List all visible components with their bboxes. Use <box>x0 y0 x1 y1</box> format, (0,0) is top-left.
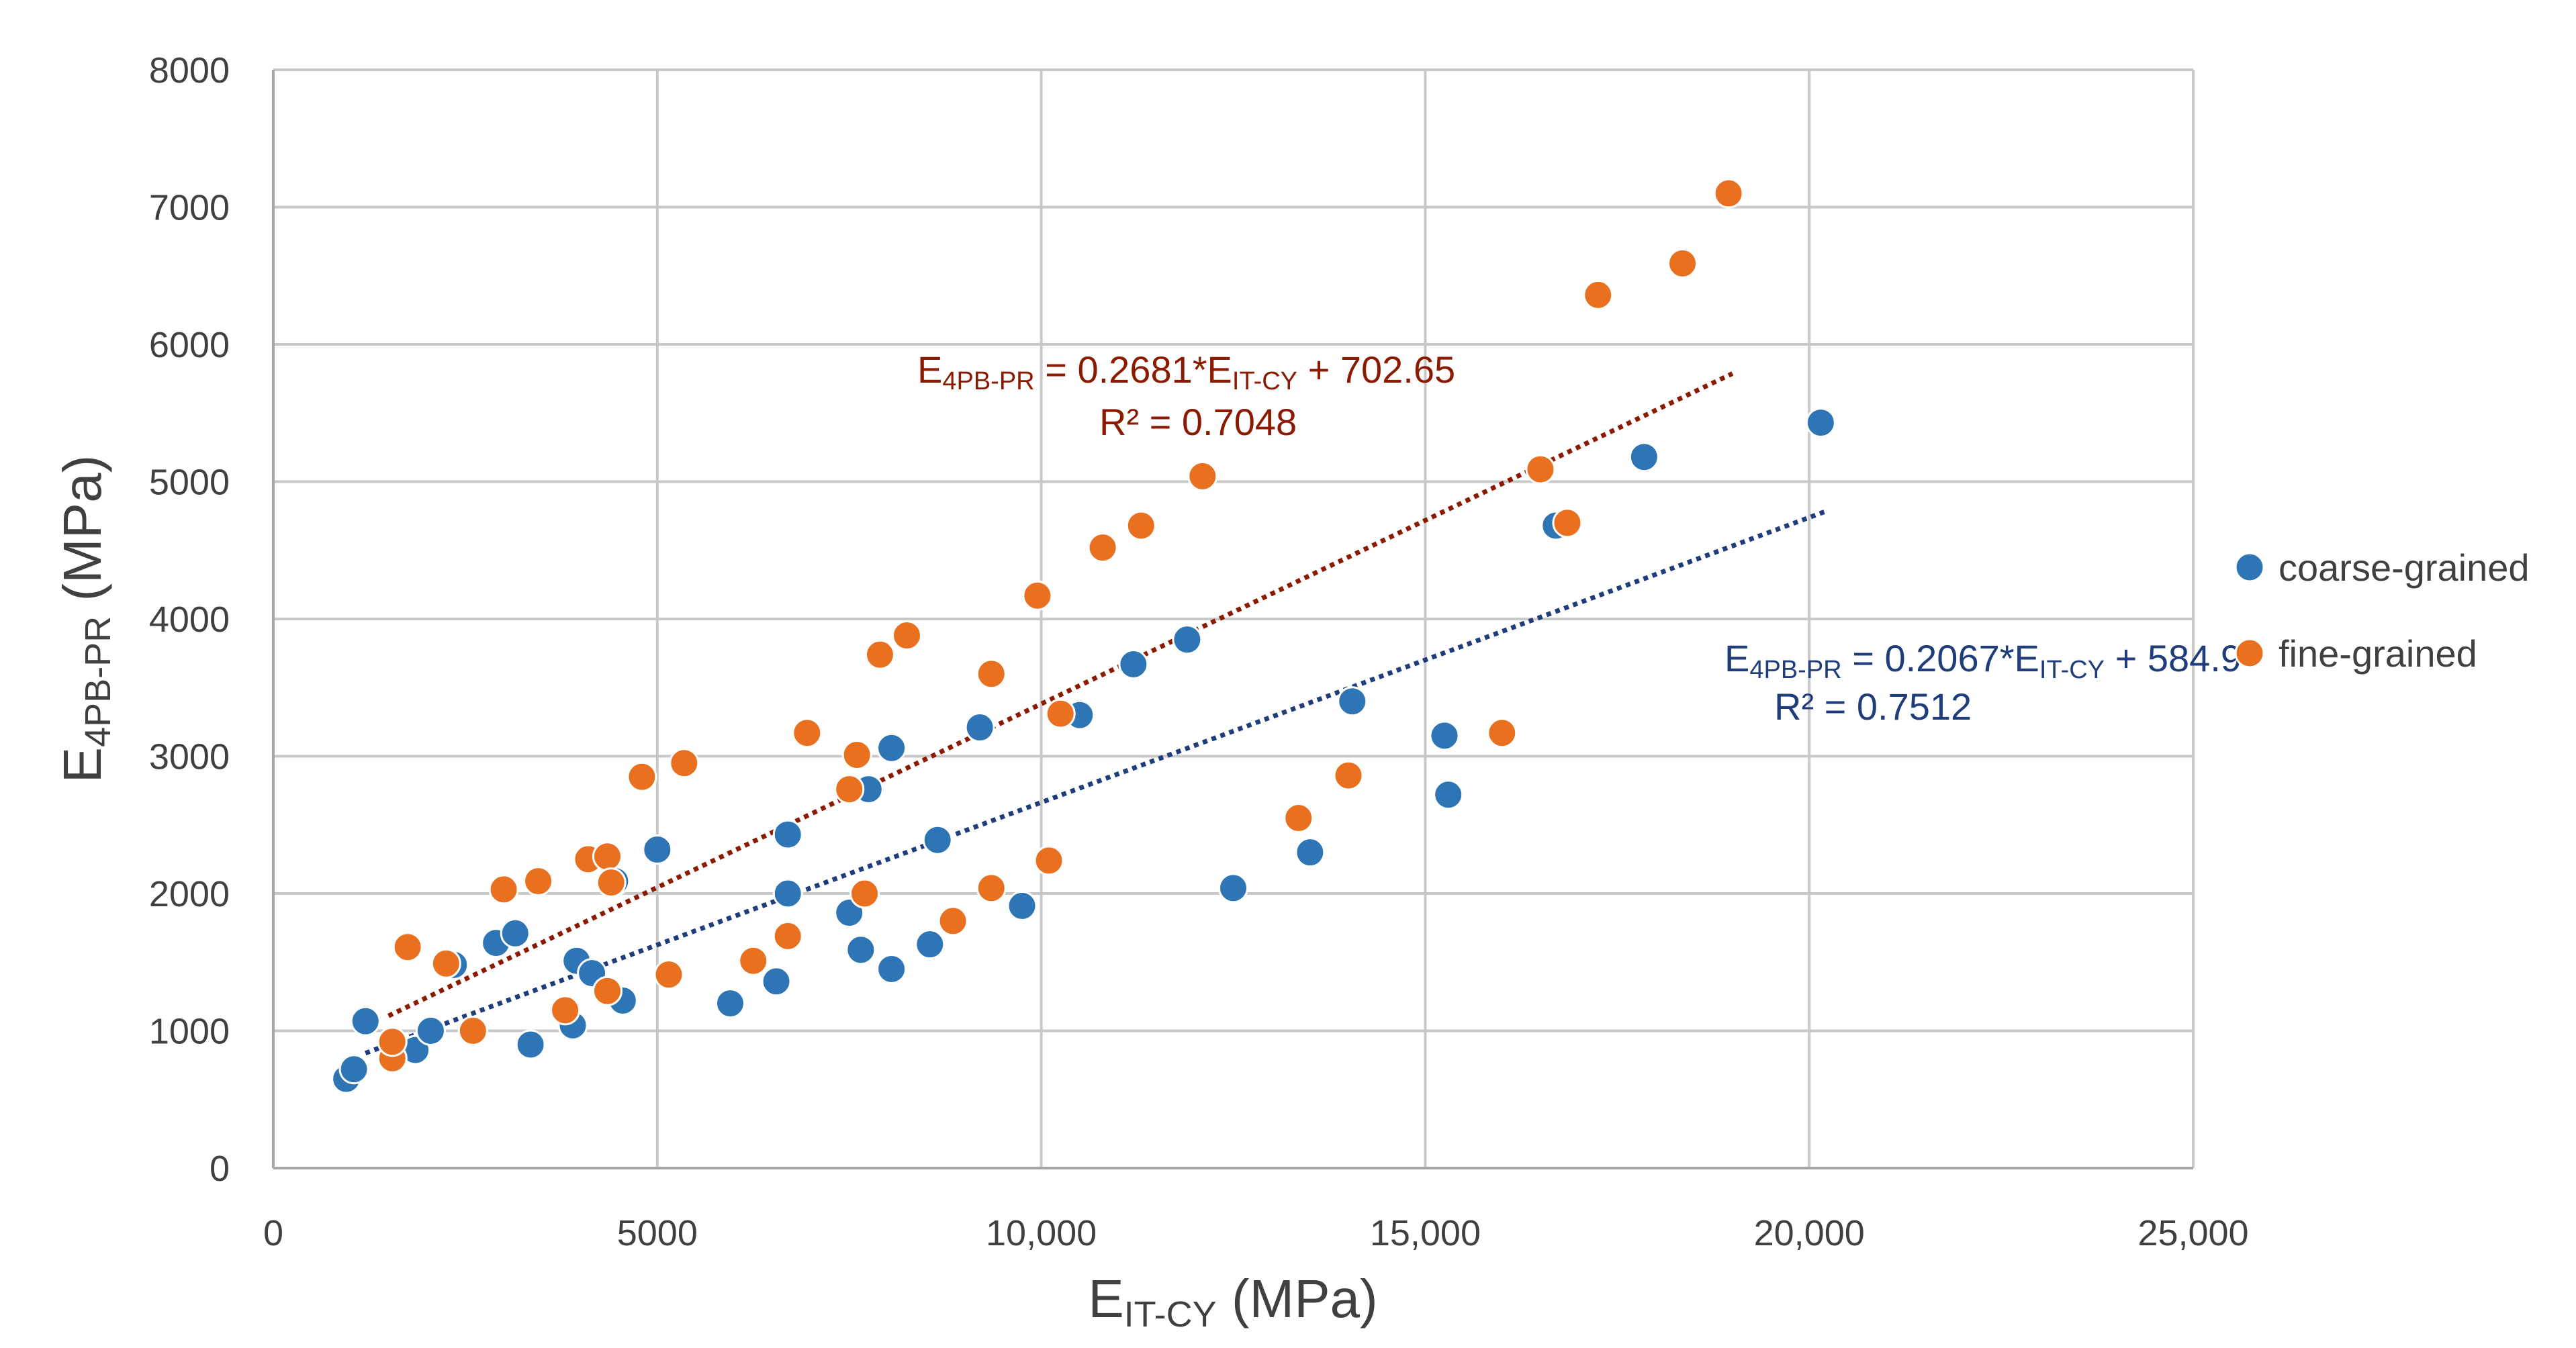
data-point-fine-grained <box>1045 698 1076 729</box>
data-point-fine-grained <box>1713 178 1744 209</box>
x-tick-label: 20,000 <box>1754 1213 1865 1253</box>
data-point-coarse-grained <box>772 819 803 850</box>
data-point-fine-grained <box>1125 510 1156 541</box>
trendline-r2-coarse-grained: R² = 0.7512 <box>1774 685 1972 728</box>
grid-layer <box>272 68 2195 1169</box>
data-point-coarse-grained <box>1628 442 1659 473</box>
y-axis-title: E4PB-PR (MPa) <box>52 455 118 783</box>
x-axis-title: EIT-CY (MPa) <box>1088 1269 1377 1335</box>
data-point-fine-grained <box>1525 454 1556 485</box>
data-point-coarse-grained <box>515 1029 546 1060</box>
data-point-coarse-grained <box>964 712 995 743</box>
y-tick-label: 6000 <box>149 325 230 365</box>
y-tick-label: 5000 <box>149 463 230 503</box>
data-point-fine-grained <box>430 948 461 979</box>
x-tick-label: 15,000 <box>1370 1213 1481 1253</box>
data-point-coarse-grained <box>1218 873 1248 904</box>
data-point-fine-grained <box>377 1026 408 1057</box>
y-tick-label: 3000 <box>149 737 230 777</box>
data-point-fine-grained <box>669 748 700 779</box>
data-point-fine-grained <box>849 878 880 909</box>
data-point-coarse-grained <box>350 1006 381 1037</box>
data-point-coarse-grained <box>1172 624 1203 655</box>
legend-marker-coarse-grained <box>2234 552 2265 583</box>
data-point-coarse-grained <box>1429 720 1460 751</box>
data-point-coarse-grained <box>338 1054 369 1085</box>
data-point-fine-grained <box>792 718 823 749</box>
data-point-coarse-grained <box>1007 890 1038 921</box>
axis-label-layer: EIT-CY (MPa) E4PB-PR (MPa) <box>52 455 1378 1335</box>
trendline-equation-fine-grained: E4PB-PR = 0.2681*EIT-CY + 702.65 <box>917 348 1455 395</box>
data-point-fine-grained <box>1583 279 1614 310</box>
data-point-fine-grained <box>1333 760 1364 791</box>
data-point-fine-grained <box>592 975 623 1006</box>
data-point-fine-grained <box>627 761 657 792</box>
data-point-coarse-grained <box>1433 779 1464 810</box>
data-point-fine-grained <box>834 774 865 805</box>
data-point-coarse-grained <box>761 966 792 997</box>
legend: coarse-grained fine-grained <box>2234 546 2530 675</box>
trendline-layer <box>365 371 1826 1056</box>
data-point-fine-grained <box>392 932 423 963</box>
data-point-fine-grained <box>457 1016 488 1046</box>
data-point-coarse-grained <box>415 1016 446 1046</box>
data-point-fine-grained <box>1552 508 1583 538</box>
y-tick-label: 4000 <box>149 599 230 640</box>
data-point-fine-grained <box>1667 248 1698 279</box>
data-point-fine-grained <box>1487 718 1518 749</box>
data-point-fine-grained <box>596 867 627 898</box>
data-point-coarse-grained <box>1118 648 1149 679</box>
data-point-fine-grained <box>1283 803 1314 834</box>
legend-label-coarse-grained: coarse-grained <box>2279 546 2530 589</box>
data-point-coarse-grained <box>845 934 876 965</box>
data-point-coarse-grained <box>500 918 531 949</box>
data-point-coarse-grained <box>772 878 803 909</box>
x-tick-label: 25,000 <box>2137 1213 2248 1253</box>
trendline-fine-grained <box>387 371 1734 1018</box>
data-point-fine-grained <box>488 874 519 905</box>
x-tick-label: 0 <box>263 1213 283 1253</box>
y-tick-label: 0 <box>210 1149 230 1189</box>
data-point-fine-grained <box>1022 580 1053 611</box>
data-point-fine-grained <box>976 873 1007 904</box>
data-point-fine-grained <box>976 659 1007 689</box>
data-point-fine-grained <box>592 841 623 872</box>
x-tick-label: 5000 <box>617 1213 698 1253</box>
y-tick-label: 1000 <box>149 1012 230 1052</box>
data-point-coarse-grained <box>876 953 907 984</box>
data-point-coarse-grained <box>1337 686 1368 717</box>
data-point-fine-grained <box>523 866 554 897</box>
y-tick-label: 2000 <box>149 874 230 914</box>
legend-marker-fine-grained <box>2234 638 2265 669</box>
data-point-fine-grained <box>1187 461 1218 491</box>
data-point-fine-grained <box>864 639 895 670</box>
trendline-equation-coarse-grained: E4PB-PR = 0.2067*EIT-CY + 584.9 <box>1724 637 2242 684</box>
data-point-coarse-grained <box>1295 837 1326 868</box>
data-point-fine-grained <box>841 739 872 770</box>
data-point-coarse-grained <box>1805 407 1836 438</box>
data-point-coarse-grained <box>915 929 946 960</box>
data-point-fine-grained <box>772 920 803 951</box>
data-point-fine-grained <box>738 945 769 976</box>
data-point-coarse-grained <box>642 834 673 865</box>
legend-label-fine-grained: fine-grained <box>2279 632 2477 675</box>
data-point-fine-grained <box>937 906 968 936</box>
data-point-coarse-grained <box>876 732 907 763</box>
data-point-fine-grained <box>653 959 684 990</box>
point-layer <box>331 178 1836 1094</box>
data-point-coarse-grained <box>922 824 953 855</box>
data-point-coarse-grained <box>715 988 745 1019</box>
annotation-layer: E4PB-PR = 0.2067*EIT-CY + 584.9R² = 0.75… <box>917 348 2242 728</box>
trendline-r2-fine-grained: R² = 0.7048 <box>1099 401 1297 443</box>
data-point-fine-grained <box>1033 845 1064 876</box>
data-point-fine-grained <box>1087 532 1118 563</box>
x-tick-label: 10,000 <box>986 1213 1097 1253</box>
data-point-fine-grained <box>891 620 922 651</box>
y-tick-label: 8000 <box>149 50 230 91</box>
data-point-fine-grained <box>550 995 581 1026</box>
y-tick-label: 7000 <box>149 188 230 228</box>
tick-label-layer: 0 5000 10,000 15,000 20,000 25,000 0 1000 2000 30… <box>149 50 2249 1253</box>
